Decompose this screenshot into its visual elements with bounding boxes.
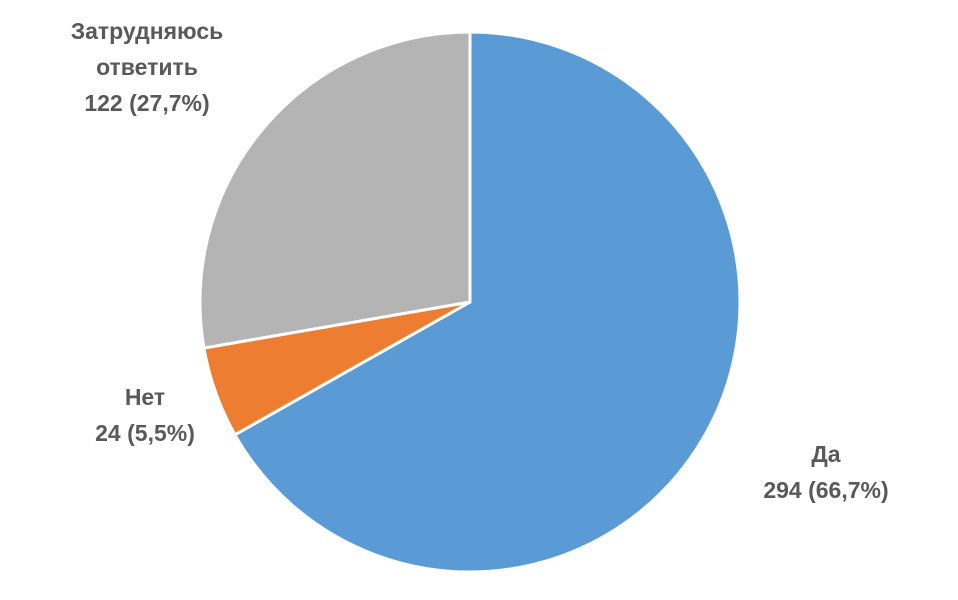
category-label: Нет	[124, 384, 166, 410]
category-label: Да	[811, 441, 841, 467]
slice-label: Затрудняюсь ответить 122 (27,7%)	[42, 13, 252, 121]
value-label: 294 (66,7%)	[763, 477, 889, 503]
category-label: Затрудняюсь ответить	[70, 18, 224, 80]
slice-label: Да 294 (66,7%)	[726, 436, 926, 508]
pie-slice	[232, 30, 742, 574]
value-label: 24 (5,5%)	[95, 420, 195, 446]
slice-label: Нет 24 (5,5%)	[45, 379, 245, 451]
value-label: 122 (27,7%)	[84, 90, 210, 116]
pie-slice	[198, 30, 472, 350]
